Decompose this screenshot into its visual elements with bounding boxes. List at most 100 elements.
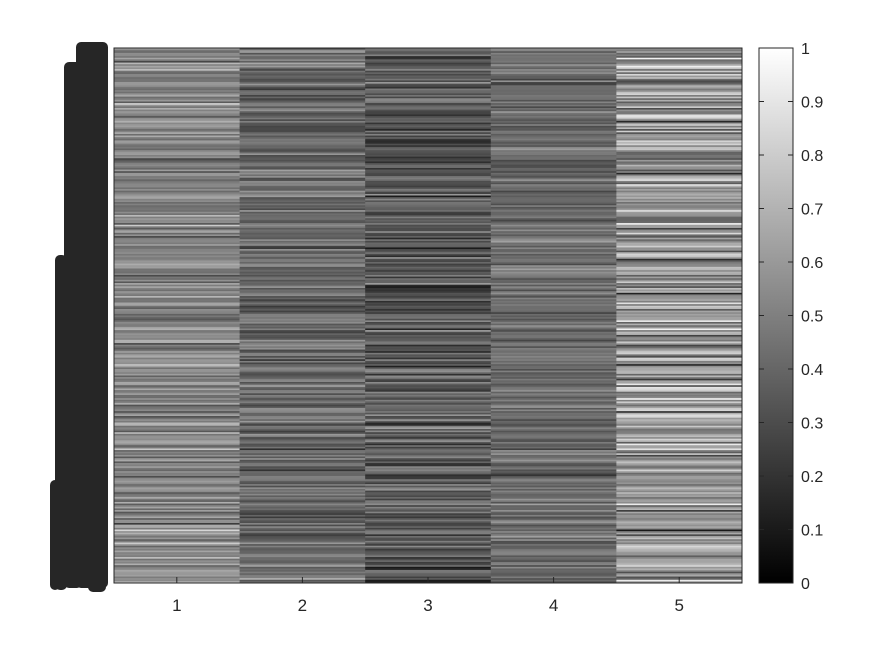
heatmap-cell bbox=[239, 309, 366, 311]
heatmap-cell bbox=[490, 498, 617, 501]
heatmap-cell bbox=[616, 117, 743, 120]
heatmap-cell bbox=[365, 565, 492, 568]
heatmap-cell bbox=[114, 72, 240, 75]
heatmap-cell bbox=[365, 310, 492, 313]
heatmap-cell bbox=[490, 403, 617, 406]
heatmap-cell bbox=[114, 477, 240, 480]
heatmap-cell bbox=[365, 535, 492, 538]
heatmap-cell bbox=[114, 561, 240, 564]
heatmap-cell bbox=[239, 211, 366, 214]
heatmap-cell bbox=[365, 73, 492, 76]
heatmap-cell bbox=[114, 315, 240, 318]
heatmap-cell bbox=[114, 386, 240, 389]
heatmap-cell bbox=[365, 114, 492, 117]
heatmap-cell bbox=[616, 312, 743, 315]
heatmap-cell bbox=[114, 553, 240, 556]
heatmap-cell bbox=[490, 422, 617, 425]
heatmap-cell bbox=[490, 529, 617, 532]
heatmap-cell bbox=[616, 116, 743, 119]
heatmap-cell bbox=[616, 367, 743, 370]
heatmap-cell bbox=[114, 253, 240, 256]
heatmap-cell bbox=[365, 237, 492, 240]
heatmap-cell bbox=[365, 197, 492, 200]
heatmap-cell bbox=[616, 195, 743, 198]
heatmap-cell bbox=[616, 558, 743, 561]
heatmap-cell bbox=[239, 75, 366, 78]
heatmap-cell bbox=[365, 346, 492, 349]
heatmap-cell bbox=[616, 85, 743, 88]
heatmap-cell bbox=[616, 555, 743, 558]
heatmap-cell bbox=[114, 430, 240, 433]
heatmap-cell bbox=[616, 174, 743, 177]
heatmap-cell bbox=[114, 270, 240, 273]
heatmap-cell bbox=[616, 333, 743, 336]
heatmap-cell bbox=[114, 226, 240, 229]
heatmap-cell bbox=[490, 236, 617, 239]
heatmap-cell bbox=[490, 180, 617, 183]
heatmap-cell bbox=[365, 177, 492, 180]
heatmap-cell bbox=[616, 129, 743, 132]
heatmap-cell bbox=[616, 456, 743, 459]
heatmap-cell bbox=[239, 459, 366, 462]
heatmap-cell bbox=[365, 96, 492, 99]
heatmap-cell bbox=[114, 86, 240, 89]
heatmap-cell bbox=[114, 271, 240, 274]
heatmap-cell bbox=[239, 461, 366, 464]
heatmap-cell bbox=[239, 456, 366, 459]
heatmap-cell bbox=[616, 200, 743, 203]
heatmap-cell bbox=[616, 560, 743, 563]
heatmap-cell bbox=[114, 299, 240, 302]
heatmap-cell bbox=[490, 416, 617, 418]
heatmap-cell bbox=[239, 466, 366, 469]
heatmap-cell bbox=[616, 377, 743, 380]
heatmap-cell bbox=[114, 302, 240, 305]
heatmap-cell bbox=[490, 510, 617, 513]
heatmap-cell bbox=[616, 321, 743, 324]
heatmap-cell bbox=[365, 394, 492, 397]
heatmap-cell bbox=[239, 390, 366, 393]
heatmap-cell bbox=[114, 532, 240, 535]
heatmap-cell bbox=[616, 65, 743, 68]
heatmap-cell bbox=[239, 571, 366, 574]
heatmap-cell bbox=[239, 278, 366, 281]
heatmap-cell bbox=[114, 424, 240, 427]
heatmap-cell bbox=[114, 101, 240, 104]
heatmap-cell bbox=[114, 292, 240, 295]
heatmap-cell bbox=[114, 388, 240, 391]
heatmap-cell bbox=[616, 540, 743, 543]
heatmap-cell bbox=[114, 266, 240, 269]
heatmap-cell bbox=[114, 221, 240, 224]
heatmap-cell bbox=[616, 172, 743, 175]
heatmap-cell bbox=[114, 132, 240, 135]
heatmap-cell bbox=[616, 69, 743, 72]
heatmap-cell bbox=[239, 270, 366, 273]
heatmap-cell bbox=[365, 101, 492, 104]
heatmap-cell bbox=[365, 446, 492, 449]
heatmap-cell bbox=[616, 315, 743, 318]
heatmap-cell bbox=[114, 450, 240, 453]
heatmap-cell bbox=[490, 406, 617, 409]
heatmap-cell bbox=[490, 223, 617, 226]
heatmap-cell bbox=[365, 200, 492, 203]
heatmap-cell bbox=[365, 386, 492, 389]
heatmap-cell bbox=[114, 356, 240, 359]
heatmap-cell bbox=[616, 300, 743, 303]
heatmap-cell bbox=[239, 557, 366, 560]
heatmap-cell bbox=[239, 479, 366, 482]
heatmap-cell bbox=[114, 349, 240, 352]
heatmap-cell bbox=[239, 227, 366, 230]
heatmap-cell bbox=[490, 446, 617, 449]
heatmap-cell bbox=[616, 495, 743, 498]
heatmap-cell bbox=[365, 508, 492, 511]
heatmap-cell bbox=[114, 550, 240, 553]
heatmap-cell bbox=[365, 391, 492, 394]
heatmap-cell bbox=[616, 550, 743, 553]
heatmap-cell bbox=[616, 187, 743, 190]
heatmap-cell bbox=[114, 62, 240, 65]
heatmap-cell bbox=[239, 566, 366, 569]
heatmap-cell bbox=[490, 399, 617, 402]
heatmap-cell bbox=[114, 521, 240, 524]
heatmap-cell bbox=[616, 263, 743, 266]
heatmap-cell bbox=[239, 312, 366, 315]
heatmap-cell bbox=[365, 257, 492, 260]
